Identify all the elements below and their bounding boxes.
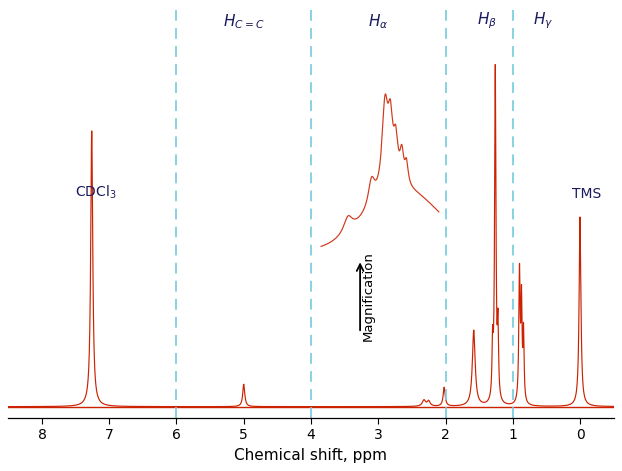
Text: $\mathit{H}_{\alpha}$: $\mathit{H}_{\alpha}$	[368, 13, 388, 32]
Text: $\mathit{H}_{\mathit{C=C}}$: $\mathit{H}_{\mathit{C=C}}$	[223, 13, 264, 32]
Text: CDCl$_3$: CDCl$_3$	[75, 183, 116, 201]
Text: TMS: TMS	[572, 187, 601, 201]
Text: $\mathit{H}_{\beta}$: $\mathit{H}_{\beta}$	[477, 11, 497, 32]
X-axis label: Chemical shift, ppm: Chemical shift, ppm	[234, 447, 388, 463]
Text: Magnification: Magnification	[362, 252, 375, 341]
Text: $\mathit{H}_{\gamma}$: $\mathit{H}_{\gamma}$	[533, 11, 553, 32]
